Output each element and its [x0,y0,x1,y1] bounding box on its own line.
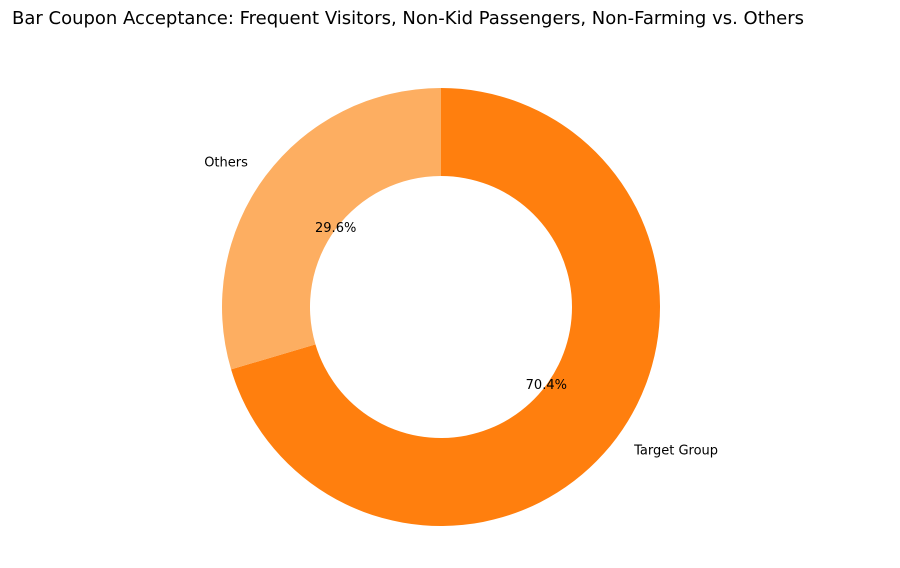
slice-label: Others [204,155,248,170]
labels-layer: Target Group 70.4% Others 29.6% [204,155,718,458]
percent-label: 70.4% [526,378,567,393]
slice-target-group [231,88,660,526]
slice-label: Target Group [633,444,718,459]
slices-layer [222,88,660,526]
chart-title: Bar Coupon Acceptance: Frequent Visitors… [12,8,805,29]
percent-label: 29.6% [315,221,356,236]
slice-others [222,88,441,370]
